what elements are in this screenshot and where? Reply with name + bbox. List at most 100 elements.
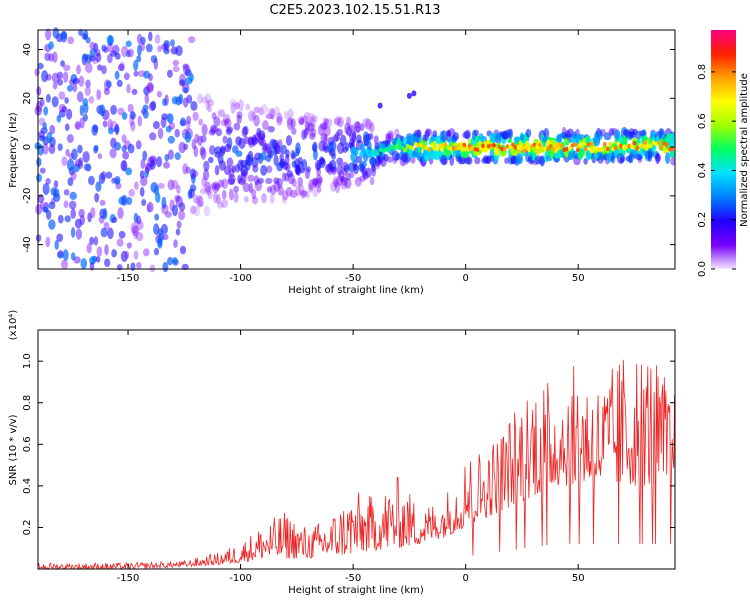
spectrogram-xtick-label-2: -50 (345, 273, 361, 284)
spectrogram-core-1204 (484, 144, 488, 149)
spectrogram-cell-637 (315, 174, 323, 186)
spectrogram-cell-333 (167, 69, 173, 78)
snr-y-ticks: 0.2 0.4 0.6 0.8 1.0 (22, 353, 675, 535)
spectrogram-cell-546 (267, 107, 275, 118)
spectrogram-core-1214 (511, 142, 515, 147)
spectrogram-core-1243 (589, 142, 594, 147)
spectrogram-cell-418 (203, 205, 211, 217)
spectrogram-cell-356 (174, 128, 180, 138)
spectrogram-cell-461 (223, 165, 232, 176)
spectrogram-cell-150 (91, 124, 98, 136)
spectrogram-core-1193 (454, 146, 459, 151)
spectrogram-xtick-label-4: 50 (572, 273, 585, 284)
spectrogram-cell-134 (86, 243, 92, 254)
spectrogram-cell-599 (297, 176, 303, 187)
spectrogram-cell-141 (90, 207, 96, 219)
spectrogram-cell-233 (125, 167, 132, 176)
spectrogram-cell-521 (258, 107, 264, 116)
spectrogram-core-1244 (592, 146, 596, 152)
spectrogram-core-1166 (381, 148, 386, 154)
spectrogram-xtick-label-3: 0 (462, 273, 468, 284)
spectrogram-cell-217 (121, 145, 127, 153)
spectrogram-ytick-label-0: -40 (22, 236, 33, 252)
spectrogram-core-1271 (665, 142, 669, 147)
spectrogram-cell-66 (61, 106, 68, 113)
spectrogram-cell-445 (217, 109, 226, 118)
spectrogram-cell-260 (137, 44, 142, 57)
spectrogram-cell-285 (146, 203, 152, 213)
spectrogram-cell-851 (449, 154, 455, 167)
spectrogram-cell-473 (233, 122, 241, 131)
spectrogram-core-1266 (651, 140, 656, 145)
spectrogram-core-1253 (616, 141, 621, 146)
spectrogram-cell-313 (156, 156, 163, 168)
spectrogram-cell-1137 (655, 152, 661, 165)
spectrogram-cell-618 (308, 112, 316, 123)
spectrogram-cell-32 (45, 236, 51, 248)
spectrogram-cell-287 (145, 83, 154, 92)
spectrogram-cell-277 (142, 150, 148, 161)
spectrogram-cell-351 (175, 228, 181, 236)
spectrogram-cell-1112 (637, 155, 643, 163)
spectrogram-cell-449 (218, 160, 226, 171)
spectrogram-cell-152 (93, 144, 99, 151)
spectrogram-cell-5 (36, 173, 42, 183)
spectrogram-cell-665 (329, 140, 337, 152)
spectrogram-cell-417 (205, 185, 212, 196)
spectrogram-cell-53 (53, 180, 59, 189)
spectrogram-cell-358 (176, 220, 182, 229)
spectrogram-cell-248 (130, 222, 138, 234)
spectrogram-cell-653 (325, 118, 333, 128)
spectrogram-cell-429 (207, 99, 215, 107)
colorbar-tick-label-3: 0.6 (697, 113, 708, 129)
spectrogram-cell-1043 (585, 150, 591, 161)
spectrogram-cell-515 (253, 106, 260, 114)
spectrogram-cell-870 (464, 129, 471, 140)
spectrogram-cell-270 (144, 167, 149, 178)
spectrogram-cell-512 (252, 196, 258, 205)
spectrogram-cell-98 (70, 171, 77, 181)
spectrogram-cell-827 (432, 130, 438, 138)
spectrogram-cell-579 (286, 116, 293, 126)
spectrogram-cell-400 (193, 145, 199, 158)
spectrogram-cell-275 (142, 109, 149, 119)
spectrogram-cell-842 (441, 158, 448, 165)
spectrogram-cell-293 (150, 55, 158, 64)
spectrogram-cell-470 (230, 102, 236, 114)
spectrogram-cell-76 (64, 215, 71, 223)
spectrogram-cell-540 (265, 177, 273, 185)
spectrogram-cell-421 (204, 93, 212, 104)
spectrogram-cell-226 (126, 242, 132, 249)
spectrogram-cell-58 (56, 251, 64, 259)
spectrogram-cell-610 (300, 189, 308, 197)
spectrogram-cell-405 (197, 135, 203, 146)
spectrogram-cell-296 (149, 155, 157, 163)
spectrogram-cell-840 (441, 130, 448, 142)
spectrogram-cell-428 (208, 156, 214, 164)
spectrogram-cell-210 (116, 264, 123, 271)
spectrogram-cell-490 (238, 137, 246, 149)
spectrogram-core-1227 (546, 146, 550, 152)
spectrogram-cell-284 (145, 43, 153, 53)
spectrogram-cell-244 (133, 59, 139, 71)
spectrogram-core-1163 (373, 151, 378, 156)
spectrogram-cell-208 (116, 238, 124, 247)
spectrogram-cell-437 (215, 128, 222, 137)
spectrogram-cell-204 (112, 44, 120, 55)
spectrogram-cell-265 (139, 187, 145, 197)
spectrogram-cell-222 (122, 151, 130, 160)
spectrogram-cell-209 (119, 61, 125, 71)
spectrogram-cell-858 (452, 132, 460, 141)
spectrogram-cell-27 (45, 209, 52, 220)
spectrogram-cell-39 (48, 144, 56, 155)
spectrogram-cell-73 (63, 200, 69, 209)
spectrogram-cell-19 (42, 143, 49, 155)
spectrogram-cell-359 (175, 45, 183, 56)
spectrogram-core-1259 (632, 141, 637, 146)
colorbar-label: Normalized spectral amplitude (739, 73, 750, 227)
spectrogram-cell-693 (345, 172, 351, 181)
spectrogram-cell-644 (319, 158, 325, 165)
spectrogram-cell-255 (136, 215, 142, 225)
spectrogram-cell-322 (161, 203, 169, 215)
spectrogram-cell-614 (304, 121, 310, 132)
